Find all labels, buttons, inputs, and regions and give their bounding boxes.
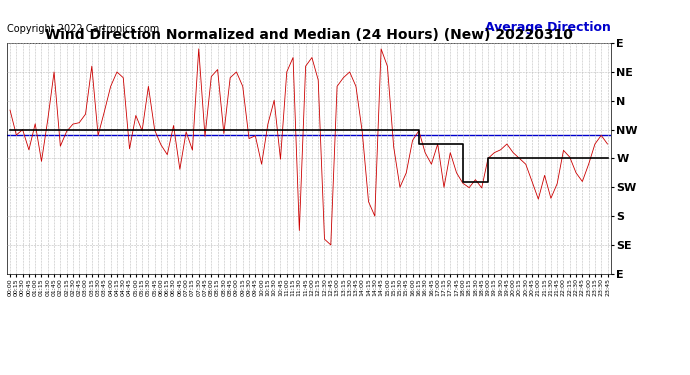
Title: Wind Direction Normalized and Median (24 Hours) (New) 20220310: Wind Direction Normalized and Median (24… <box>45 28 573 42</box>
Text: Average Direction: Average Direction <box>485 21 611 34</box>
Text: Copyright 2022 Cartronics.com: Copyright 2022 Cartronics.com <box>7 24 159 34</box>
